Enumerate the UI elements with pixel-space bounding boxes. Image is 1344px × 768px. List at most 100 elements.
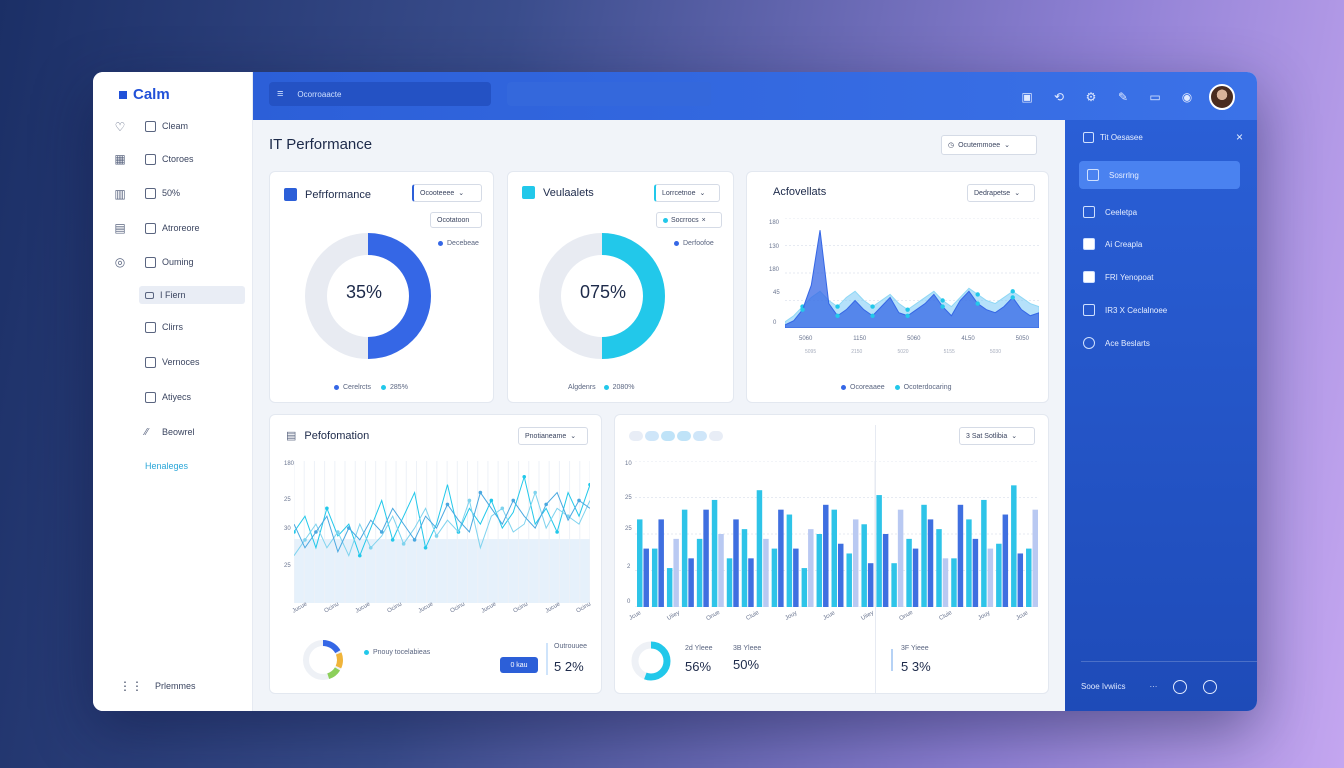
data-point [379,530,384,534]
x-axis: Jcue Uiiey Onue Cluie Jouy Jcue Uiiey On… [628,610,1030,623]
panel-item-ceeletpa[interactable]: Ceeletpa [1083,201,1137,223]
y-tick: 25 [284,497,291,503]
x-tick: Jcue [1015,610,1030,622]
data-point [1010,289,1015,294]
folder-icon [145,187,156,199]
document-icon[interactable]: ▤ [114,221,126,235]
bar [688,558,694,607]
globe-icon[interactable]: ◎ [114,255,126,269]
page-title: IT Performance [269,136,373,153]
sidebar-item-cleam[interactable]: Cleam [145,118,188,134]
sidebar-item-ouming[interactable]: Ouming [145,254,194,270]
y-tick: 25 [625,495,632,501]
panel-item-beslarts[interactable]: Ace Beslarts [1083,332,1150,354]
filter-chip[interactable]: Socrrocs × [656,212,722,228]
share-icon[interactable]: ⟲ [1053,90,1065,104]
sidebar-item-label: Ouming [162,257,194,267]
menu-icon[interactable]: ≡ [277,88,284,100]
calendar-icon[interactable]: ▦ [114,152,126,166]
data-point [423,545,428,550]
panel-item-sosrrlng[interactable]: Sosrrlng [1079,161,1240,189]
card-dropdown[interactable]: Pnotianeame ⌄ [518,427,588,445]
panel-item-ceclalnoee[interactable]: IR3 X Ceclalnoee [1083,299,1167,321]
sidebar-item-atiyecs[interactable]: Atiyecs [145,389,191,405]
sidebar-item-atroreore[interactable]: Atroreore [145,220,200,236]
legend-label: Ocoreaaee [850,384,885,391]
settings-icon[interactable] [1173,679,1188,694]
panel-item-yenopoat[interactable]: FRI Yenopoat [1083,266,1153,288]
panel-item-creapla[interactable]: Ai Creapla [1083,233,1142,255]
tablet-icon[interactable]: ▣ [1021,90,1033,104]
main-content: IT Performance ◷ Ocutemmoee ⌄ Pefrformance… [253,120,1065,711]
card-dropdown[interactable]: Dedrapetse ⌄ [967,184,1035,202]
toolbar-icons: ▣ ⟲ ⚙ ✎ ▭ ◉ [1017,84,1235,110]
x-tick: Uiiey [860,610,875,622]
card-dropdown[interactable]: Lorrcetnoe ⌄ [654,184,720,202]
dropdown-label: Ocooteeee [420,189,455,197]
y-tick: 130 [769,244,780,250]
bar [972,538,979,607]
panel-item-label: Sosrrlng [1109,170,1139,180]
close-icon[interactable]: × [1235,130,1243,144]
heart-icon[interactable]: ♡ [114,120,126,134]
data-point [434,534,439,538]
sidebar-item-fiern[interactable]: I Fiern [139,286,245,304]
data-point [357,553,362,558]
sidebar-item-vernoces[interactable]: Vernoces [145,354,200,370]
chat-icon[interactable]: ▭ [1149,90,1161,104]
y-tick: 180 [769,220,780,226]
building-icon[interactable]: ▥ [114,187,126,201]
page-dropdown[interactable]: ◷ Ocutemmoee ⌄ [941,135,1037,155]
data-point [445,502,450,507]
card-title: Acfovellats [773,186,826,198]
performance-card: Pefrformance Ocooteeee ⌄ Ocotatoon Decebe… [269,171,494,403]
area-series [785,230,1039,328]
bar [666,568,673,607]
series-pills[interactable] [629,431,723,441]
sidebar-item-henaleges[interactable]: Henaleges [145,458,188,474]
stat-value: 5 2% [554,659,584,674]
bar [726,558,733,607]
data-point [905,313,910,318]
pin-icon[interactable]: ✎ [1117,90,1129,104]
divider [546,643,548,675]
bar [771,548,778,607]
search-input[interactable]: ≡ Ocorroaacte [269,82,491,106]
more-icon[interactable]: ··· [1149,682,1158,691]
legend-dot [603,385,609,390]
bar [912,548,919,607]
globe-icon[interactable]: ◉ [1181,90,1193,104]
x-tick: 4L50 [961,336,975,342]
sidebar-item-ctoroes[interactable]: Ctoroes [145,151,194,167]
sidebar-item-50[interactable]: 50% [145,185,180,201]
copyright-icon[interactable] [1203,679,1218,694]
app-logo[interactable]: Calm [119,86,170,103]
secondary-search-field[interactable] [507,82,711,106]
legend-item: Decebeae [438,240,479,247]
x-tick: 5060 [799,336,813,342]
card-dropdown[interactable]: 3 Sat Sotlibia ⌄ [959,427,1035,445]
sidebar-item-beowrel[interactable]: ⁄⁄ Beowrel [145,424,195,440]
card-title: Veulaalets [522,186,594,199]
bar [823,504,829,607]
data-point [522,474,527,479]
settings-icon[interactable]: ⚙ [1085,90,1097,104]
bar [658,519,664,607]
acfovellats-card: Acfovellats Dedrapetse ⌄ 180 130 180 45 0… [746,171,1049,403]
chevron-down-icon: ⌄ [1014,190,1021,197]
folder-icon [145,120,156,132]
card-dropdown[interactable]: Ocooteeee ⌄ [412,184,482,202]
sidebar-footer[interactable]: ⋮⋮ Prlemmes [119,679,196,693]
avatar[interactable] [1209,84,1235,110]
x-tick: Jucue [291,601,309,615]
data-point [533,490,537,495]
sidebar-item-clirrs[interactable]: Clirrs [145,319,183,335]
filter-chip[interactable]: Ocotatoon [430,212,482,228]
action-button[interactable]: 0 kau [500,657,538,673]
x-tick: 5020 [897,349,909,355]
legend-dot [334,385,339,390]
bar [786,514,793,607]
filter-icon [1083,304,1095,316]
close-icon[interactable]: × [701,216,706,224]
chip-dot [663,217,668,223]
